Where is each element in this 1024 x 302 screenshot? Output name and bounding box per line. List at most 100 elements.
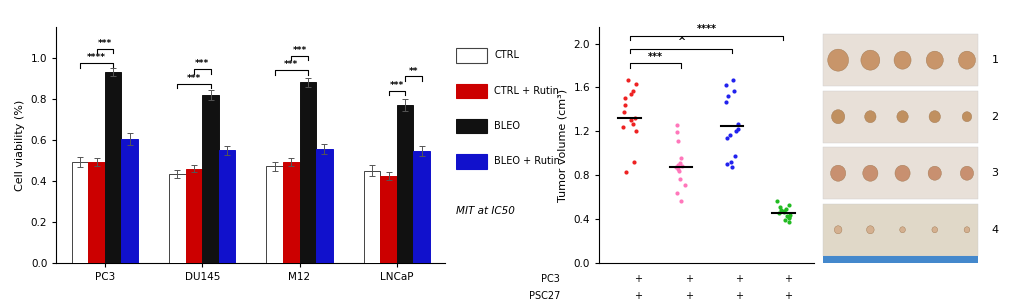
Point [781,214,798,219]
Text: BLEO + Rutin: BLEO + Rutin [495,156,560,166]
Text: ***: *** [186,74,201,83]
Bar [397,105,414,263]
Bar [823,256,978,264]
Ellipse shape [928,166,941,180]
Point [628,129,644,134]
Text: PSC27: PSC27 [529,291,560,301]
Point [720,94,736,99]
Point [674,164,690,169]
Ellipse shape [830,165,846,181]
Ellipse shape [861,50,880,70]
Point [725,88,741,93]
Text: ^: ^ [677,37,685,47]
Point [620,77,636,82]
Text: ***: *** [196,59,209,68]
Ellipse shape [963,112,972,122]
Bar [185,169,203,263]
Text: ***: *** [648,52,663,62]
Point [780,220,797,225]
Text: ****: **** [696,24,717,34]
Text: 2: 2 [991,112,998,122]
Text: +: + [634,291,642,301]
Point [668,165,684,170]
Point [670,139,686,143]
Text: ***: *** [284,60,298,69]
Text: +: + [685,274,693,284]
Point [627,116,643,120]
Point [777,207,794,211]
Bar [299,82,316,263]
Y-axis label: Tumor volume (cm³): Tumor volume (cm³) [558,88,568,201]
Bar [823,147,978,199]
Ellipse shape [958,51,976,69]
Text: CTRL: CTRL [495,50,519,60]
Text: 1: 1 [991,55,998,65]
Point [626,159,642,164]
Ellipse shape [927,51,943,69]
Point [669,122,685,127]
Point [776,218,793,223]
Point [677,182,693,187]
Point [673,199,689,204]
Text: ***: *** [98,39,112,48]
Ellipse shape [897,111,908,123]
Text: PC3: PC3 [542,274,560,284]
Y-axis label: Cell viability (%): Cell viability (%) [15,99,26,191]
Point [670,163,686,168]
Ellipse shape [900,227,905,233]
Point [615,124,632,129]
Point [776,210,793,215]
Text: +: + [685,291,693,301]
Point [617,169,634,174]
Bar [316,149,333,263]
Point [779,213,796,218]
Point [726,154,742,159]
Ellipse shape [965,227,970,233]
FancyBboxPatch shape [456,84,487,98]
Point [724,165,740,170]
Bar [823,204,978,256]
Text: MIT at IC50: MIT at IC50 [456,206,514,216]
Ellipse shape [835,226,842,234]
Text: ***: *** [293,46,306,55]
Point [721,132,737,137]
Ellipse shape [929,111,940,123]
Point [669,190,685,195]
Bar [88,162,105,263]
Point [728,129,744,134]
Bar [414,151,430,263]
Ellipse shape [863,165,878,181]
Bar [364,171,380,263]
Bar [169,174,185,263]
Point [781,212,798,217]
Point [628,82,644,87]
Point [719,162,735,166]
Text: +: + [634,274,642,284]
Ellipse shape [895,165,910,181]
Point [725,77,741,82]
Text: +: + [784,291,793,301]
Point [670,166,686,171]
Ellipse shape [864,111,877,123]
Ellipse shape [831,110,845,124]
Point [718,99,734,104]
Point [672,161,688,165]
Point [773,208,790,213]
Point [625,88,641,93]
Point [718,83,734,88]
Point [625,121,641,126]
Ellipse shape [866,226,874,234]
Bar [380,176,397,263]
Point [617,96,634,101]
Point [780,215,797,220]
Point [615,109,632,114]
Point [672,177,688,182]
Bar [266,166,283,263]
Point [723,159,739,164]
Point [771,211,787,216]
Text: ****: **** [87,53,106,62]
Point [623,118,639,123]
Text: **: ** [409,66,418,76]
Point [671,168,687,173]
Ellipse shape [961,166,974,180]
